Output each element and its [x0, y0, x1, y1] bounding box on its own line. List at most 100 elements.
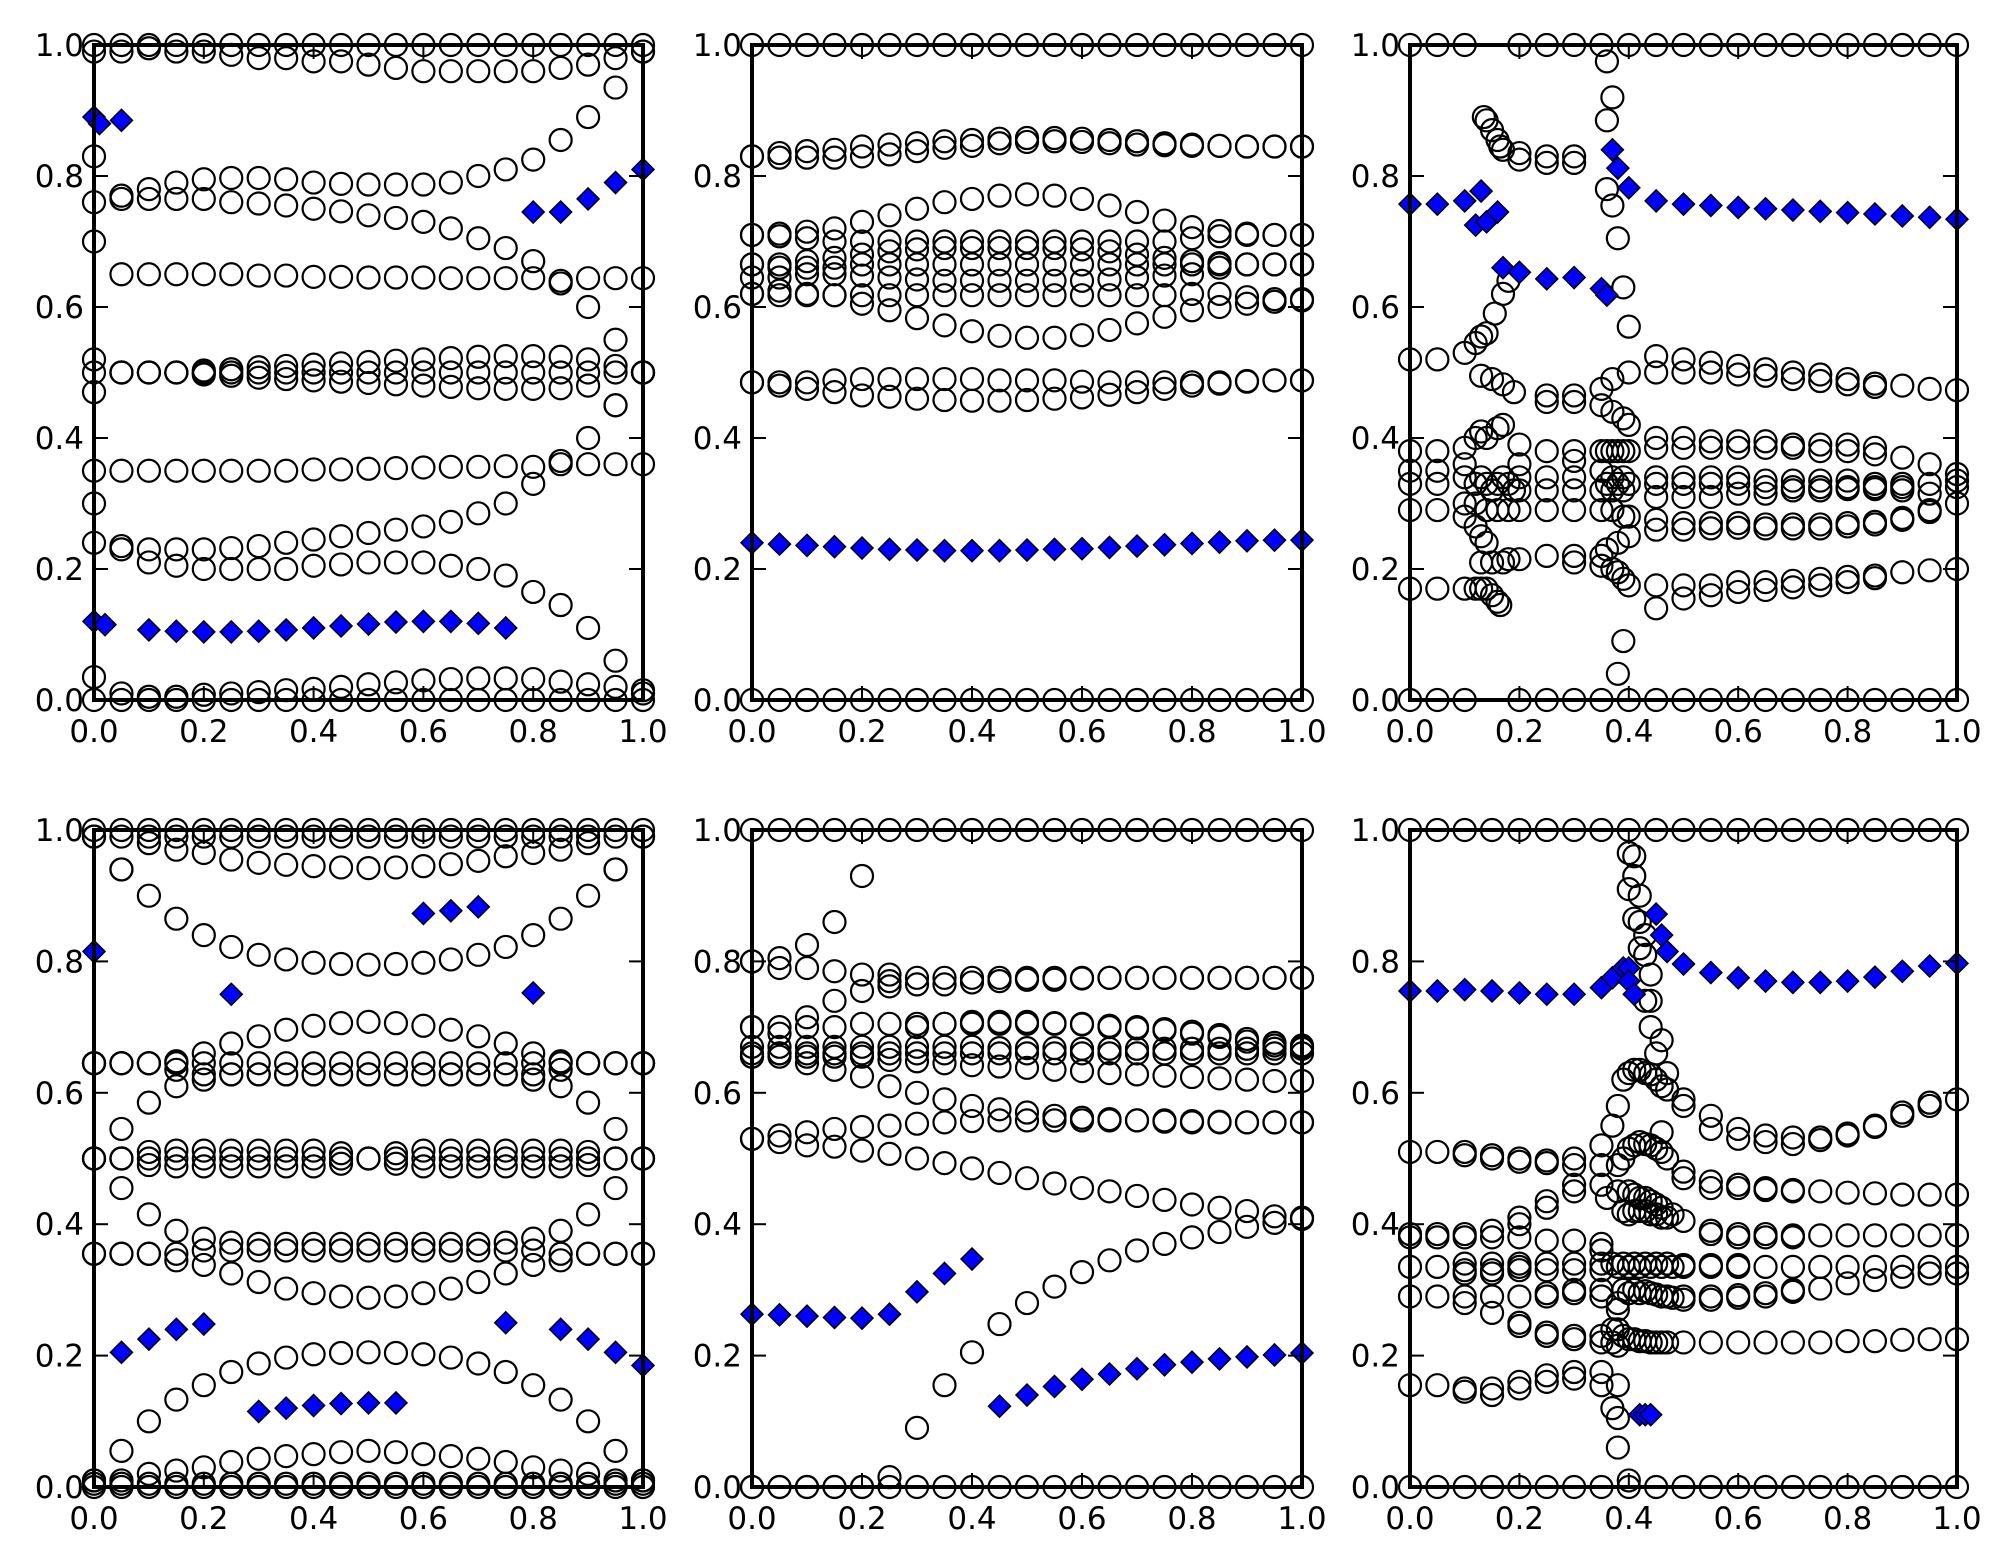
- circle-point: [1561, 1366, 1587, 1391]
- circle-point: [191, 1154, 216, 1179]
- circle-point: [1124, 1108, 1150, 1133]
- circle-point: [1097, 283, 1122, 308]
- circle-point: [1627, 1185, 1652, 1211]
- diamond-point: [356, 1390, 381, 1415]
- circle-point: [1890, 478, 1915, 503]
- circle-point: [767, 1034, 792, 1059]
- circle-point: [1152, 376, 1177, 401]
- circle-point: [191, 537, 216, 562]
- circle-point: [1616, 1468, 1641, 1493]
- circle-point: [1644, 435, 1669, 460]
- circle-point: [328, 824, 354, 849]
- circle-point: [164, 1241, 189, 1266]
- circle-point: [1671, 435, 1696, 460]
- circle-point: [246, 1146, 271, 1171]
- circle-point: [849, 144, 875, 169]
- circle-point: [1611, 478, 1636, 503]
- circle-point: [274, 1345, 299, 1370]
- circle-point: [246, 45, 271, 71]
- circle-point: [136, 1461, 161, 1486]
- circle-point: [411, 950, 436, 975]
- x-tick-label: 0.0: [1385, 1501, 1434, 1537]
- circle-point: [767, 145, 792, 170]
- circle-point: [383, 1051, 409, 1076]
- circle-point: [1698, 465, 1723, 490]
- circle-point: [1644, 507, 1669, 532]
- circle-point: [1179, 252, 1205, 277]
- circle-point: [822, 283, 847, 308]
- circle-point: [219, 1230, 244, 1255]
- diamond-point: [822, 534, 847, 559]
- circle-point: [1179, 965, 1205, 990]
- circle-point: [1862, 1267, 1888, 1293]
- diamond-point: [1638, 1402, 1663, 1427]
- circle-point: [1124, 965, 1150, 990]
- diamond-point: [438, 898, 463, 923]
- circle-point: [219, 1146, 244, 1171]
- circle-point: [1485, 471, 1510, 496]
- circle-point: [1014, 182, 1040, 207]
- x-tick-label: 0.4: [947, 714, 996, 750]
- circle-point: [1207, 965, 1232, 990]
- circle-point: [904, 196, 930, 221]
- diamond-point: [1425, 192, 1450, 217]
- circle-point: [932, 387, 957, 413]
- circle-point: [301, 1281, 326, 1306]
- circle-point: [1808, 1179, 1833, 1204]
- circle-point: [1611, 439, 1636, 464]
- y-axis: 0.0 0.2 0.4 0.6 0.8 1.0: [35, 813, 643, 1506]
- circle-point: [1507, 452, 1532, 477]
- circle-point: [246, 355, 271, 380]
- circle-point: [603, 353, 628, 379]
- circle-point: [136, 1139, 161, 1165]
- circle-point: [1069, 369, 1095, 394]
- circle-point: [1479, 1146, 1505, 1171]
- circle-point: [1589, 1152, 1614, 1178]
- diamond-point: [1644, 188, 1669, 213]
- diamond-point: [1124, 1356, 1150, 1381]
- circle-point: [1753, 357, 1778, 382]
- circle-point: [164, 824, 189, 849]
- circle-point: [383, 1062, 409, 1087]
- circle-point: [328, 49, 354, 74]
- circle-point: [164, 906, 189, 931]
- circle-point: [1124, 242, 1150, 267]
- circle-point: [1726, 1175, 1751, 1201]
- y-tick-label: 0.8: [1351, 159, 1400, 195]
- diamond-point: [1207, 1346, 1232, 1371]
- circle-point: [603, 266, 628, 291]
- circle-point: [794, 1034, 820, 1059]
- circle-point: [1780, 1125, 1806, 1150]
- circle-point: [1042, 268, 1067, 293]
- y-tick-label: 0.2: [693, 1339, 742, 1375]
- circle-point: [1097, 252, 1122, 277]
- circle-point: [1616, 524, 1641, 549]
- circle-point: [1234, 252, 1260, 277]
- y-axis: 0.0 0.2 0.4 0.6 0.8 1.0: [693, 813, 1302, 1506]
- circle-point: [383, 855, 409, 880]
- circle-point: [1561, 1179, 1587, 1204]
- circle-point: [1561, 144, 1587, 169]
- circle-point: [877, 1047, 902, 1073]
- circle-point: [1014, 1290, 1040, 1316]
- circle-point: [191, 262, 216, 287]
- x-tick-label: 0.6: [399, 714, 448, 750]
- circle-point: [1835, 1121, 1860, 1146]
- circle-point: [301, 553, 326, 578]
- circle-point: [1753, 1175, 1778, 1201]
- circle-point: [1485, 589, 1510, 614]
- circle-point: [1671, 586, 1696, 611]
- circle-point: [1835, 1123, 1860, 1148]
- diamond-point: [1425, 978, 1450, 1004]
- circle-point: [987, 1097, 1012, 1122]
- circle-point: [1262, 368, 1287, 393]
- circle-point: [1452, 1251, 1477, 1276]
- circle-point: [575, 52, 601, 77]
- circle-point: [1808, 362, 1833, 387]
- circle-point: [932, 1110, 957, 1135]
- circle-point: [959, 970, 985, 995]
- circle-point: [274, 193, 299, 218]
- circle-point: [932, 1373, 957, 1398]
- circle-point: [1152, 1187, 1177, 1212]
- circle-point: [603, 648, 628, 673]
